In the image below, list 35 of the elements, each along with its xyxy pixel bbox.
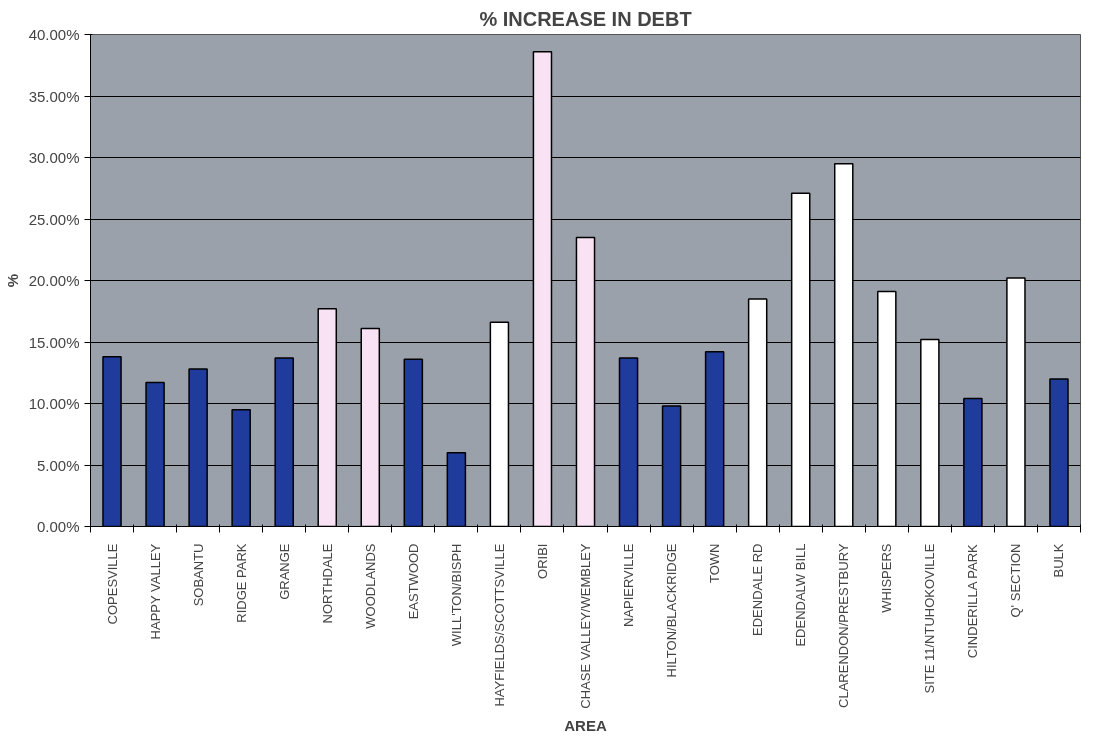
x-tick-label: HAPPY VALLEY (147, 543, 163, 640)
x-tick-label: HILTON/BLACKRIDGE (664, 543, 680, 678)
x-tick-label: WOODLANDS (362, 543, 378, 629)
y-tick-label: 15.00% (28, 333, 80, 351)
x-tick-label: CINDERILLA PARK (965, 543, 981, 659)
x-tick-label: EDENDALE RD (750, 543, 766, 636)
y-tick-label: 0.00% (36, 518, 80, 535)
x-tick-label: WHISPERS (879, 543, 895, 613)
y-tick-label: 40.00% (28, 26, 80, 43)
y-tick-label: 10.00% (28, 395, 80, 412)
x-tick-label: EDENDALW BILL (793, 543, 809, 647)
y-tick-label: 5.00% (36, 456, 80, 474)
x-tick-label: SITE 11/NTUHOKOVILLE (922, 543, 938, 694)
y-tick-label: 30.00% (28, 149, 80, 166)
y-tick-label: 20.00% (28, 272, 80, 289)
x-tick-label: WILL'TON/BISPH (448, 543, 464, 647)
x-tick-label: CLARENDON/PRESTBURY (836, 543, 852, 708)
x-tick-label: Q' SECTION (1008, 543, 1024, 618)
x-tick-label: BULK (1051, 543, 1067, 578)
x-tick-label: GRANGE (276, 543, 292, 600)
x-tick-label: TOWN (707, 543, 723, 583)
x-tick-label: RIDGE PARK (233, 543, 249, 623)
y-axis-title: % (3, 273, 21, 288)
chart-title: % INCREASE IN DEBT (479, 7, 692, 30)
x-tick-label: EASTWOOD (405, 543, 421, 620)
x-tick-label: SOBANTU (190, 543, 206, 607)
x-tick-label: COPESVILLE (104, 543, 120, 625)
x-tick-label: NORTHDALE (319, 543, 335, 624)
x-axis-title: AREA (564, 716, 607, 734)
x-tick-label: ORIBI (534, 543, 550, 579)
y-tick-label: 35.00% (28, 87, 80, 105)
x-tick-label: HAYFIELDS/SCOTTSVILLE (491, 543, 507, 707)
y-tick-label: 25.00% (28, 210, 80, 228)
x-tick-label: CHASE VALLEY/WEMBLEY (578, 543, 593, 709)
x-tick-label: NAPIERVILLE (621, 543, 637, 628)
